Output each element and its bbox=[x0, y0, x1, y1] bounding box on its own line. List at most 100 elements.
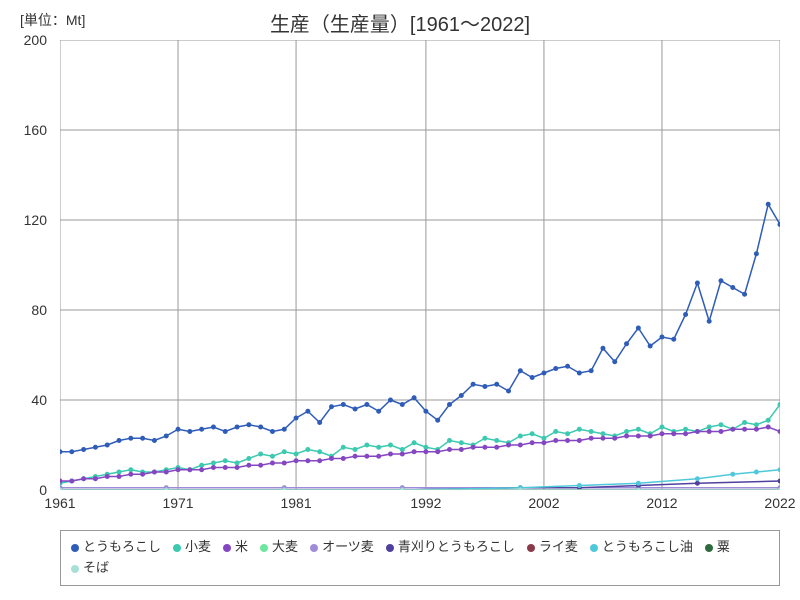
series-marker bbox=[317, 458, 322, 463]
legend-marker-icon bbox=[386, 544, 394, 552]
series-marker bbox=[494, 438, 499, 443]
series-marker bbox=[695, 476, 700, 481]
series-marker bbox=[471, 445, 476, 450]
series-marker bbox=[223, 429, 228, 434]
legend-label: とうもろこし bbox=[83, 539, 161, 554]
series-marker bbox=[589, 368, 594, 373]
series-marker bbox=[400, 402, 405, 407]
legend-label: 青刈りとうもろこし bbox=[398, 539, 515, 554]
series-marker bbox=[636, 326, 641, 331]
series-marker bbox=[329, 456, 334, 461]
series-marker bbox=[600, 346, 605, 351]
x-tick-label: 2012 bbox=[646, 495, 677, 511]
series-marker bbox=[541, 371, 546, 376]
series-marker bbox=[81, 476, 86, 481]
series-marker bbox=[412, 440, 417, 445]
series-marker bbox=[246, 456, 251, 461]
series-marker bbox=[683, 312, 688, 317]
series-marker bbox=[494, 382, 499, 387]
series-marker bbox=[211, 461, 216, 466]
legend-item: 小麦 bbox=[173, 537, 211, 558]
series-marker bbox=[199, 463, 204, 468]
series-marker bbox=[612, 436, 617, 441]
series-marker bbox=[305, 409, 310, 414]
series-marker bbox=[718, 429, 723, 434]
legend-item: とうもろこし bbox=[71, 537, 161, 558]
series-marker bbox=[117, 470, 122, 475]
series-marker bbox=[364, 454, 369, 459]
y-tick-label: 200 bbox=[24, 32, 47, 48]
plot-svg bbox=[60, 40, 780, 490]
series-marker bbox=[730, 427, 735, 432]
legend-label: オーツ麦 bbox=[322, 539, 374, 554]
series-marker bbox=[305, 447, 310, 452]
series-marker bbox=[541, 436, 546, 441]
series-marker bbox=[659, 431, 664, 436]
series-marker bbox=[117, 474, 122, 479]
series-marker bbox=[648, 344, 653, 349]
series-marker bbox=[577, 427, 582, 432]
series-marker bbox=[636, 434, 641, 439]
series-marker bbox=[294, 416, 299, 421]
series-marker bbox=[683, 431, 688, 436]
series-marker bbox=[388, 443, 393, 448]
series-marker bbox=[600, 436, 605, 441]
series-marker bbox=[695, 281, 700, 286]
series-marker bbox=[659, 425, 664, 430]
series-marker bbox=[152, 438, 157, 443]
series-marker bbox=[423, 445, 428, 450]
series-marker bbox=[400, 447, 405, 452]
series-marker bbox=[530, 440, 535, 445]
series-marker bbox=[317, 420, 322, 425]
series-marker bbox=[258, 463, 263, 468]
legend-item: そば bbox=[71, 558, 109, 579]
series-marker bbox=[258, 425, 263, 430]
series-marker bbox=[341, 402, 346, 407]
series-marker bbox=[282, 461, 287, 466]
series-marker bbox=[223, 458, 228, 463]
series-marker bbox=[707, 425, 712, 430]
series-marker bbox=[577, 483, 582, 488]
series-marker bbox=[778, 467, 781, 472]
series-marker bbox=[671, 337, 676, 342]
series-marker bbox=[93, 476, 98, 481]
series-marker bbox=[388, 452, 393, 457]
series-marker bbox=[671, 431, 676, 436]
chart-title: 生産（生産量）[1961～2022] bbox=[0, 8, 800, 37]
series-marker bbox=[211, 465, 216, 470]
series-marker bbox=[742, 420, 747, 425]
series-marker bbox=[435, 449, 440, 454]
series-marker bbox=[541, 440, 546, 445]
series-marker bbox=[778, 222, 781, 227]
chart-container: [単位：Mt] 生産（生産量）[1961～2022] 0408012016020… bbox=[0, 0, 800, 600]
series-marker bbox=[412, 395, 417, 400]
series-marker bbox=[695, 481, 700, 486]
series-marker bbox=[766, 425, 771, 430]
series-marker bbox=[730, 472, 735, 477]
series-marker bbox=[530, 431, 535, 436]
series-marker bbox=[235, 461, 240, 466]
x-tick-label: 2002 bbox=[528, 495, 559, 511]
series-marker bbox=[459, 393, 464, 398]
series-marker bbox=[341, 456, 346, 461]
series-marker bbox=[235, 425, 240, 430]
series-marker bbox=[530, 375, 535, 380]
legend-marker-icon bbox=[590, 544, 598, 552]
x-tick-label: 1961 bbox=[44, 495, 75, 511]
series-marker bbox=[60, 449, 63, 454]
series-marker bbox=[69, 449, 74, 454]
series-marker bbox=[128, 467, 133, 472]
series-marker bbox=[270, 429, 275, 434]
series-marker bbox=[624, 341, 629, 346]
series-marker bbox=[447, 447, 452, 452]
plot-area bbox=[60, 40, 780, 490]
series-marker bbox=[754, 427, 759, 432]
series-marker bbox=[341, 445, 346, 450]
legend-item: オーツ麦 bbox=[310, 537, 374, 558]
series-marker bbox=[199, 467, 204, 472]
legend-item: 大麦 bbox=[260, 537, 298, 558]
series-marker bbox=[565, 364, 570, 369]
y-tick-label: 160 bbox=[24, 122, 47, 138]
legend-label: とうもろこし油 bbox=[602, 539, 693, 554]
series-marker bbox=[459, 440, 464, 445]
